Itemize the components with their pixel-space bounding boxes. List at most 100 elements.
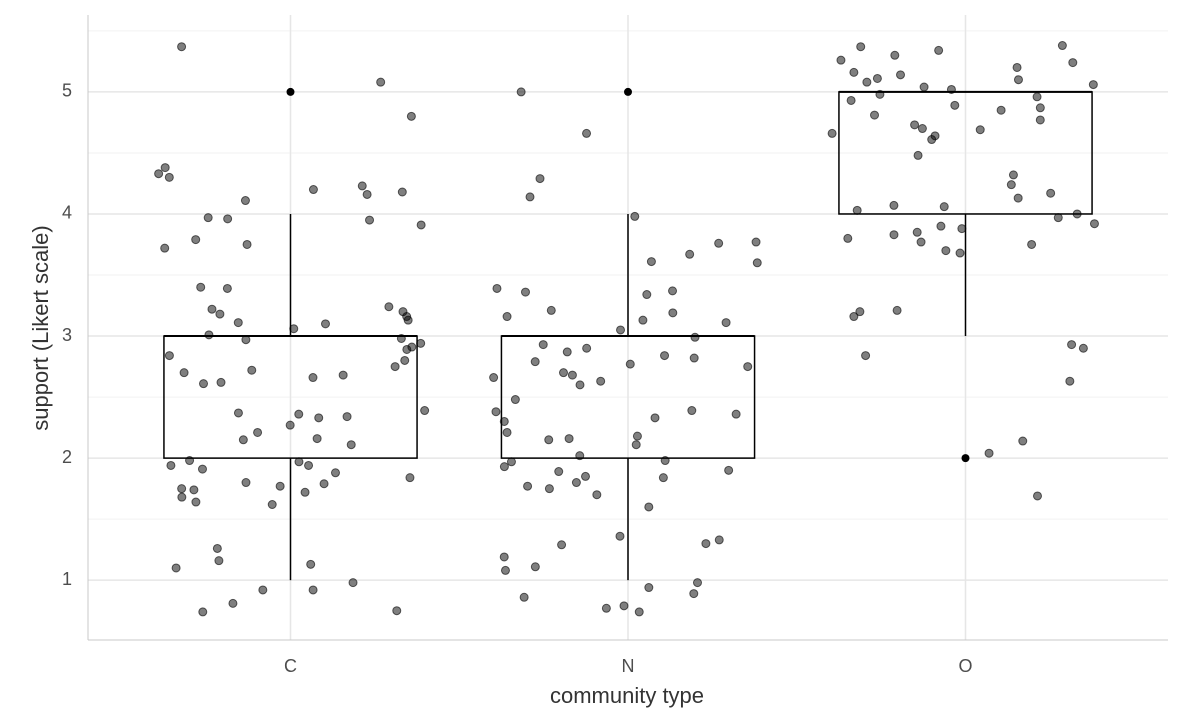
point — [523, 481, 533, 491]
point — [308, 373, 318, 383]
point — [571, 478, 581, 488]
point — [258, 585, 268, 595]
point — [927, 135, 937, 145]
point — [346, 440, 356, 450]
point — [502, 427, 512, 437]
point — [689, 353, 699, 363]
point — [530, 562, 540, 572]
point — [499, 416, 509, 426]
point — [996, 105, 1006, 115]
point — [575, 451, 585, 461]
point — [690, 332, 700, 342]
point — [912, 227, 922, 237]
point — [646, 257, 656, 267]
y-tick-label: 2 — [62, 447, 72, 467]
point — [294, 409, 304, 419]
point — [1078, 343, 1088, 353]
point — [1012, 62, 1022, 72]
point — [660, 456, 670, 466]
point — [400, 355, 410, 365]
point — [596, 376, 606, 386]
point — [179, 368, 189, 378]
x-tick-label: O — [958, 656, 972, 676]
point — [1032, 92, 1042, 102]
point — [650, 413, 660, 423]
point — [592, 490, 602, 500]
point — [941, 246, 951, 256]
point — [405, 473, 415, 483]
point — [215, 309, 225, 319]
point — [1006, 180, 1016, 190]
point — [632, 431, 642, 441]
point — [342, 412, 352, 422]
point — [275, 481, 285, 491]
point — [625, 359, 635, 369]
point — [403, 315, 413, 325]
point — [499, 462, 509, 472]
point — [946, 84, 956, 94]
point — [1089, 219, 1099, 229]
point — [241, 478, 251, 488]
point — [214, 556, 224, 566]
point — [177, 484, 187, 494]
point — [319, 479, 329, 489]
point — [338, 370, 348, 380]
point — [530, 357, 540, 367]
point — [392, 606, 402, 616]
point — [362, 189, 372, 199]
point — [562, 347, 572, 357]
point — [668, 308, 678, 318]
point — [619, 601, 629, 611]
point — [558, 368, 568, 378]
point — [861, 351, 871, 361]
point — [308, 585, 318, 595]
point — [546, 305, 556, 315]
point — [1068, 58, 1078, 68]
point — [751, 237, 761, 247]
point — [267, 500, 277, 510]
point — [197, 464, 207, 474]
point — [416, 338, 426, 348]
point — [957, 224, 967, 234]
point — [396, 333, 406, 343]
point — [1067, 340, 1077, 350]
point — [1046, 188, 1056, 198]
point — [238, 435, 248, 445]
point — [890, 50, 900, 60]
point — [714, 238, 724, 248]
point — [917, 124, 927, 134]
point — [644, 583, 654, 593]
y-axis-title: support (Likert scale) — [28, 225, 53, 430]
point — [154, 169, 164, 179]
point — [658, 473, 668, 483]
point — [191, 235, 201, 245]
point — [160, 243, 170, 253]
point — [207, 304, 217, 314]
point — [216, 377, 226, 387]
point — [752, 258, 762, 268]
y-tick-label: 1 — [62, 569, 72, 589]
point — [644, 502, 654, 512]
point — [955, 248, 965, 258]
point — [516, 87, 526, 97]
y-tick-label: 5 — [62, 81, 72, 101]
point — [384, 302, 394, 312]
point — [852, 205, 862, 215]
point — [939, 202, 949, 212]
point — [312, 434, 322, 444]
point — [631, 440, 641, 450]
point — [910, 120, 920, 130]
point — [491, 407, 501, 417]
point — [875, 89, 885, 99]
point — [544, 484, 554, 494]
point — [892, 305, 902, 315]
point — [1057, 41, 1067, 51]
point — [849, 312, 859, 322]
point — [199, 379, 209, 389]
point — [714, 535, 724, 545]
point — [308, 185, 318, 195]
point — [984, 448, 994, 458]
point — [836, 55, 846, 65]
point — [320, 319, 330, 329]
